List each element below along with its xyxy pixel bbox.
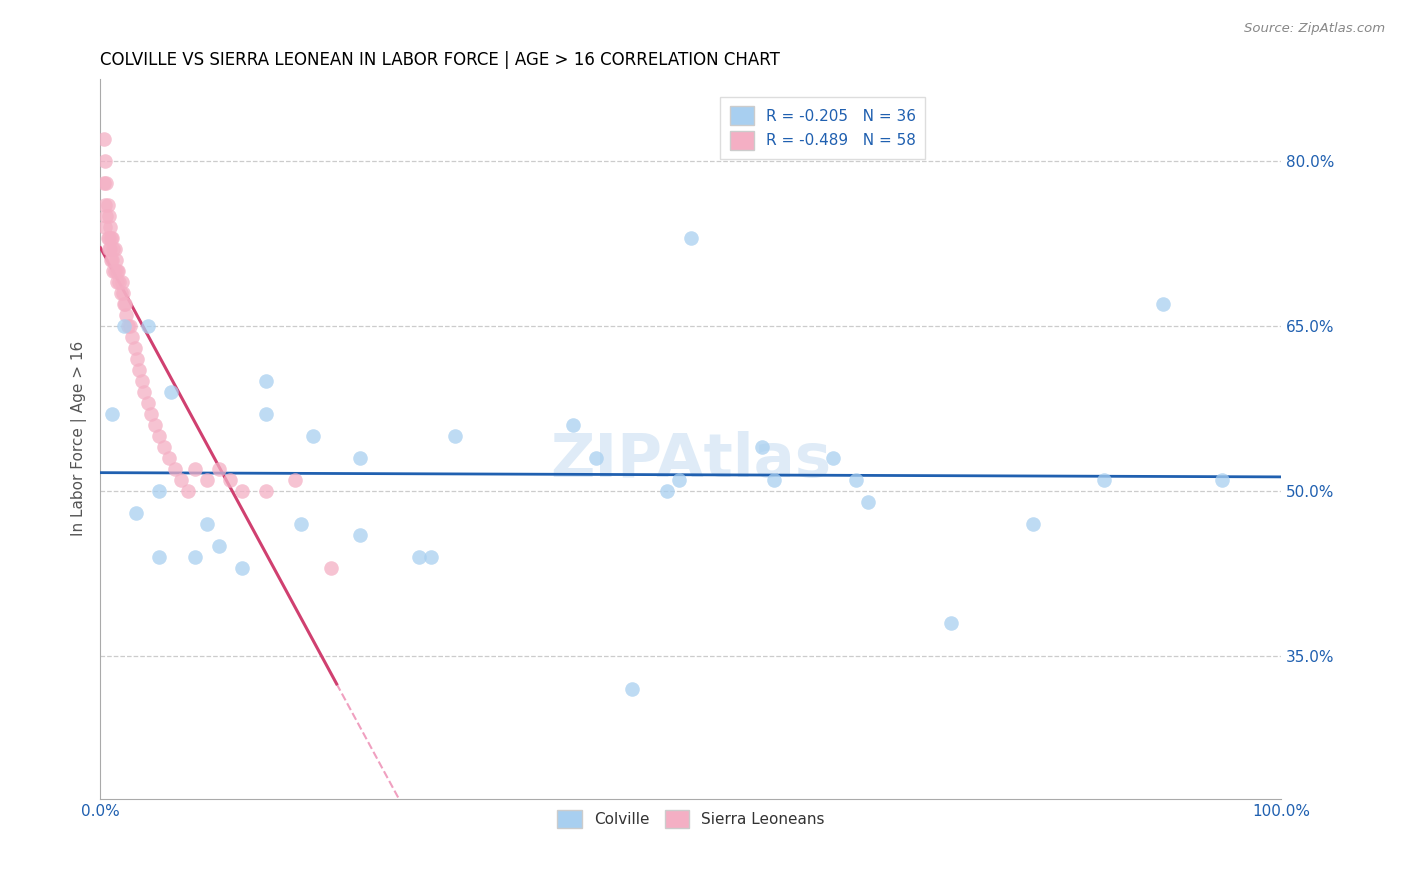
- Point: [184, 462, 207, 476]
- Point: [163, 462, 186, 476]
- Point: [219, 473, 242, 487]
- Point: [97, 231, 120, 245]
- Point: [290, 516, 312, 531]
- Point: [231, 483, 253, 498]
- Point: [254, 483, 277, 498]
- Point: [939, 615, 962, 630]
- Point: [620, 681, 643, 696]
- Point: [160, 384, 183, 399]
- Point: [128, 363, 150, 377]
- Point: [100, 231, 122, 245]
- Point: [121, 330, 143, 344]
- Point: [141, 407, 163, 421]
- Point: [845, 473, 868, 487]
- Point: [157, 450, 180, 465]
- Point: [118, 318, 141, 333]
- Point: [561, 417, 583, 432]
- Legend: Colville, Sierra Leoneans: Colville, Sierra Leoneans: [551, 804, 831, 834]
- Point: [105, 264, 128, 278]
- Point: [107, 264, 129, 278]
- Point: [143, 417, 166, 432]
- Point: [110, 285, 132, 300]
- Point: [125, 506, 148, 520]
- Point: [856, 495, 879, 509]
- Point: [195, 473, 218, 487]
- Point: [443, 429, 465, 443]
- Point: [668, 473, 690, 487]
- Y-axis label: In Labor Force | Age > 16: In Labor Force | Age > 16: [72, 341, 87, 536]
- Point: [408, 549, 430, 564]
- Point: [111, 275, 134, 289]
- Point: [98, 242, 121, 256]
- Point: [284, 473, 307, 487]
- Point: [136, 318, 159, 333]
- Point: [762, 473, 785, 487]
- Point: [98, 220, 121, 235]
- Point: [93, 132, 115, 146]
- Point: [97, 242, 120, 256]
- Point: [96, 231, 118, 245]
- Point: [349, 528, 371, 542]
- Point: [679, 231, 702, 245]
- Point: [136, 396, 159, 410]
- Text: Source: ZipAtlas.com: Source: ZipAtlas.com: [1244, 22, 1385, 36]
- Point: [125, 351, 148, 366]
- Point: [148, 483, 170, 498]
- Point: [114, 297, 136, 311]
- Point: [131, 374, 153, 388]
- Point: [751, 440, 773, 454]
- Point: [821, 450, 844, 465]
- Point: [1022, 516, 1045, 531]
- Point: [104, 252, 127, 267]
- Point: [231, 561, 253, 575]
- Point: [207, 462, 229, 476]
- Point: [207, 539, 229, 553]
- Point: [94, 220, 117, 235]
- Point: [103, 264, 125, 278]
- Point: [100, 252, 122, 267]
- Point: [96, 198, 118, 212]
- Point: [153, 440, 176, 454]
- Text: ZIPAtlas: ZIPAtlas: [550, 431, 831, 490]
- Point: [184, 549, 207, 564]
- Point: [96, 176, 118, 190]
- Text: COLVILLE VS SIERRA LEONEAN IN LABOR FORCE | AGE > 16 CORRELATION CHART: COLVILLE VS SIERRA LEONEAN IN LABOR FORC…: [100, 51, 780, 69]
- Point: [124, 341, 146, 355]
- Point: [101, 407, 124, 421]
- Point: [170, 473, 193, 487]
- Point: [105, 275, 128, 289]
- Point: [302, 429, 325, 443]
- Point: [420, 549, 443, 564]
- Point: [94, 198, 117, 212]
- Point: [1092, 473, 1115, 487]
- Point: [104, 242, 127, 256]
- Point: [1211, 473, 1233, 487]
- Point: [108, 275, 131, 289]
- Point: [148, 549, 170, 564]
- Point: [1152, 297, 1174, 311]
- Point: [585, 450, 607, 465]
- Point: [177, 483, 200, 498]
- Point: [319, 561, 342, 575]
- Point: [101, 252, 124, 267]
- Point: [94, 154, 117, 169]
- Point: [148, 429, 170, 443]
- Point: [97, 209, 120, 223]
- Point: [112, 297, 135, 311]
- Point: [115, 308, 138, 322]
- Point: [96, 209, 118, 223]
- Point: [657, 483, 679, 498]
- Point: [349, 450, 371, 465]
- Point: [195, 516, 218, 531]
- Point: [134, 384, 156, 399]
- Point: [112, 318, 135, 333]
- Point: [254, 407, 277, 421]
- Point: [254, 374, 277, 388]
- Point: [103, 242, 125, 256]
- Point: [111, 285, 134, 300]
- Point: [93, 176, 115, 190]
- Point: [101, 231, 124, 245]
- Point: [104, 264, 127, 278]
- Point: [117, 318, 139, 333]
